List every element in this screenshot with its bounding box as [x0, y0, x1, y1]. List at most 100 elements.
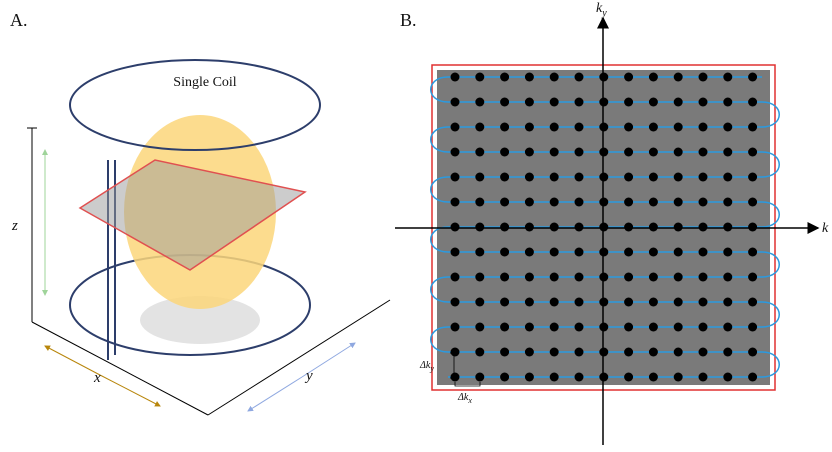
sample-point [649, 148, 658, 157]
sample-point [500, 198, 509, 207]
sample-point [748, 348, 757, 357]
sample-point [748, 173, 757, 182]
sample-point [500, 73, 509, 82]
sample-point [500, 248, 509, 257]
sample-point [500, 223, 509, 232]
sample-point [699, 198, 708, 207]
sample-point [500, 348, 509, 357]
sample-point [525, 248, 534, 257]
sample-point [451, 223, 460, 232]
sample-point [451, 173, 460, 182]
panel-label: B. [400, 10, 417, 30]
sample-point [674, 98, 683, 107]
dky-main: Δk [419, 360, 431, 371]
sample-point [575, 273, 584, 282]
sample-point [599, 323, 608, 332]
sample-point [475, 73, 484, 82]
sample-point [748, 223, 757, 232]
sample-point [550, 273, 559, 282]
sample-point [550, 148, 559, 157]
sample-point [748, 73, 757, 82]
sample-point [748, 98, 757, 107]
sample-point [624, 323, 633, 332]
sample-point [699, 323, 708, 332]
sample-point [475, 373, 484, 382]
sample-point [525, 298, 534, 307]
sample-point [500, 148, 509, 157]
sample-point [599, 223, 608, 232]
sample-point [624, 223, 633, 232]
sample-point [723, 98, 732, 107]
sample-point [649, 323, 658, 332]
sample-point [699, 148, 708, 157]
sample-point [674, 323, 683, 332]
sample-point [624, 148, 633, 157]
ky-sub: y [601, 8, 607, 19]
sample-point [500, 123, 509, 132]
sample-point [674, 248, 683, 257]
sample-point [674, 348, 683, 357]
sample-point [599, 73, 608, 82]
sample-point [575, 98, 584, 107]
sample-point [649, 348, 658, 357]
sample-point [599, 148, 608, 157]
sample-point [500, 173, 509, 182]
sample-point [550, 348, 559, 357]
sample-point [550, 198, 559, 207]
sample-point [723, 123, 732, 132]
sample-point [575, 373, 584, 382]
sample-point [624, 248, 633, 257]
sample-point [674, 223, 683, 232]
sample-point [723, 198, 732, 207]
sample-point [451, 273, 460, 282]
sample-point [699, 173, 708, 182]
dkx-sub: x [467, 396, 472, 405]
sample-point [575, 73, 584, 82]
sample-point [550, 248, 559, 257]
sample-point [599, 373, 608, 382]
sample-point [451, 298, 460, 307]
sample-point [748, 198, 757, 207]
sample-point [475, 98, 484, 107]
sample-point [575, 173, 584, 182]
sample-point [723, 223, 732, 232]
sample-point [649, 73, 658, 82]
sample-point [699, 348, 708, 357]
sample-point [748, 323, 757, 332]
sample-point [550, 373, 559, 382]
dkx-label: Δkx [457, 392, 472, 405]
sample-point [525, 373, 534, 382]
sample-point [723, 373, 732, 382]
sample-point [624, 373, 633, 382]
sample-point [649, 373, 658, 382]
sample-point [699, 373, 708, 382]
sample-point [649, 123, 658, 132]
sample-point [550, 298, 559, 307]
panel-b: B. ky k Δky Δkx [395, 1, 829, 445]
sample-point [649, 198, 658, 207]
axis-label: z [11, 218, 18, 234]
sample-point [624, 73, 633, 82]
sample-point [699, 298, 708, 307]
x-arrow [45, 346, 100, 375]
sample-point [550, 223, 559, 232]
sample-point [525, 198, 534, 207]
sample-point [649, 273, 658, 282]
ky-label: ky [596, 1, 607, 19]
sample-point [525, 348, 534, 357]
sample-point [575, 148, 584, 157]
sample-point [525, 173, 534, 182]
sample-point [748, 373, 757, 382]
panel-label: A. [10, 10, 28, 30]
sample-point [575, 323, 584, 332]
sample-point [500, 273, 509, 282]
sample-point [674, 148, 683, 157]
dkx-main: Δk [457, 392, 469, 403]
x-arrow [100, 375, 160, 406]
sample-point [575, 248, 584, 257]
sample-point [699, 223, 708, 232]
dky-sub: y [429, 364, 434, 373]
sample-point [674, 123, 683, 132]
sample-point [674, 298, 683, 307]
sample-point [575, 348, 584, 357]
